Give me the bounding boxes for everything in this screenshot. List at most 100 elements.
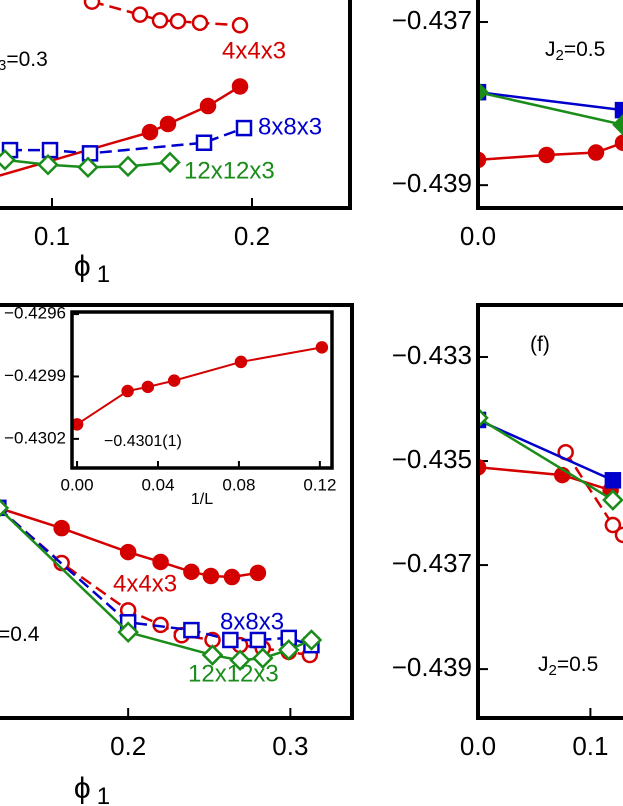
marker (614, 526, 623, 544)
y-tick-label: −0.437 (392, 5, 472, 35)
series-line (478, 418, 614, 482)
plot-area (0, 0, 253, 178)
marker (249, 564, 267, 582)
x-tick-label: 0.0 (460, 221, 496, 251)
marker (41, 141, 59, 159)
y-tick-label: −0.437 (392, 548, 472, 578)
marker (53, 519, 70, 537)
marker (222, 631, 239, 649)
x-axis-label: 1/L (191, 491, 213, 508)
frame (476, 0, 623, 210)
frame (0, 0, 352, 210)
inset-background (72, 312, 332, 468)
x-tick-label: 0.12 (303, 475, 336, 494)
x-tick-label: 0.2 (110, 731, 146, 761)
plot-area (72, 341, 329, 431)
x-tick-label: 0.04 (141, 475, 174, 494)
marker (229, 649, 251, 672)
marker (612, 114, 623, 136)
annotation: 3=0.3 (0, 48, 48, 74)
x-tick-label: 0.1 (34, 221, 70, 251)
marker (81, 145, 99, 162)
x-label-main: ϕ (74, 250, 91, 283)
marker (117, 621, 139, 643)
marker (195, 134, 213, 151)
marker (151, 12, 169, 29)
marker (131, 6, 149, 23)
annotation-sub: 2 (549, 662, 557, 679)
y-tick-label: −0.4299 (4, 366, 66, 385)
marker (202, 567, 220, 585)
marker (223, 568, 241, 586)
marker (83, 0, 101, 10)
annotation: J2=0.5 (538, 653, 598, 679)
x-label-main: 1/L (191, 491, 213, 508)
panel: 0.1 0.2 4x4x3 8x8x3 12x12x3 3=0.3 ϕ 1 (0, 0, 352, 288)
plot-area (0, 498, 323, 672)
annotation: =0.4 (0, 623, 40, 646)
series-line (0, 507, 259, 579)
series-label: 12x12x3 (188, 660, 279, 687)
series-line (478, 90, 623, 112)
marker (199, 97, 217, 115)
annotation-text: −0.4301(1) (104, 433, 182, 450)
marker (77, 156, 99, 178)
marker (249, 631, 267, 649)
marker (602, 489, 623, 511)
marker (478, 407, 489, 429)
x-tick-label: 0.3 (272, 731, 308, 761)
marker (141, 123, 159, 141)
annotation: −0.4301(1) (104, 433, 182, 450)
x-label-sub: 1 (97, 261, 110, 288)
annotation-text: =0.4 (0, 623, 40, 646)
marker (37, 154, 59, 176)
y-tick-label: −0.439 (392, 652, 472, 682)
marker (0, 149, 16, 171)
marker (604, 472, 622, 489)
marker (231, 17, 249, 34)
y-tick-label: −0.439 (392, 168, 472, 198)
marker (478, 81, 489, 103)
marker (141, 380, 155, 394)
marker (538, 146, 555, 164)
series-line (76, 346, 323, 426)
y-tick-label: −0.4302 (4, 428, 66, 447)
panel: 0.00 0.04 0.08 0.12 −0.4296 −0.4299 −0.4302 −0.… (4, 304, 336, 509)
marker (159, 151, 181, 174)
marker (0, 498, 10, 518)
marker (277, 639, 300, 661)
frame (476, 303, 623, 720)
plot-area (478, 81, 623, 169)
annotation: (f) (530, 333, 550, 356)
marker (159, 115, 177, 133)
plot-area (478, 407, 623, 544)
annotation-main: J (538, 653, 549, 676)
marker (234, 355, 248, 369)
marker (614, 134, 623, 151)
series-line (478, 141, 623, 162)
marker (235, 119, 253, 137)
series-line (478, 416, 614, 502)
series-label: 8x8x3 (258, 113, 322, 140)
x-tick-label: 0.2 (234, 221, 270, 251)
x-tick-label: 0.00 (61, 475, 94, 494)
marker (252, 647, 274, 669)
marker (587, 144, 605, 161)
panel: 0.0 0.1 −0.433 −0.435 −0.437 −0.439 (f) J2=0.5 (392, 303, 623, 761)
marker (169, 12, 187, 30)
marker (614, 101, 623, 119)
marker (300, 629, 323, 651)
x-tick-label: 0.1 (572, 731, 608, 761)
annotation-text: =0.5 (564, 38, 605, 61)
series-line (478, 90, 623, 127)
marker (604, 516, 622, 534)
annotation-main: J (545, 38, 556, 61)
x-tick-label: 0.0 (460, 731, 496, 761)
marker (315, 341, 329, 354)
series-label: 4x4x3 (222, 37, 286, 64)
frame (70, 310, 334, 470)
